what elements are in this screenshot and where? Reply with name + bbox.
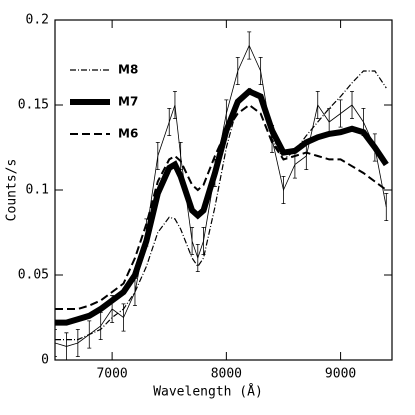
y-tick-label: 0 <box>41 353 49 368</box>
x-tick-label: 9000 <box>325 367 356 382</box>
error-bar <box>247 31 252 60</box>
y-tick-label: 0.1 <box>26 183 49 198</box>
x-axis-label: Wavelength (Å) <box>153 384 263 400</box>
x-tick-label: 7000 <box>96 367 127 382</box>
legend-label: M8 <box>118 63 138 77</box>
series-line <box>55 103 387 310</box>
error-bar <box>315 91 320 119</box>
series-line <box>55 87 389 326</box>
error-bar <box>64 332 69 360</box>
x-tick-label: 8000 <box>211 367 242 382</box>
legend-label: M6 <box>118 127 138 141</box>
error-bar <box>155 142 160 170</box>
y-tick-label: 0.15 <box>18 98 49 113</box>
series-line <box>55 44 387 347</box>
error-bar <box>235 57 240 85</box>
legend-label: M7 <box>118 95 138 109</box>
y-axis-label: Counts/s <box>5 159 20 222</box>
error-bar <box>55 329 57 357</box>
y-tick-label: 0.2 <box>26 13 49 28</box>
error-bar <box>281 176 286 204</box>
error-bar <box>195 244 200 272</box>
error-bar <box>98 312 103 340</box>
error-bar <box>258 57 263 85</box>
series-line <box>55 70 387 341</box>
error-bar <box>338 99 343 128</box>
error-bar <box>172 91 177 119</box>
y-tick-label: 0.05 <box>18 268 49 283</box>
error-bar <box>190 227 195 255</box>
error-bar <box>167 108 172 136</box>
error-bar <box>350 91 355 119</box>
error-bar <box>384 193 389 221</box>
error-bar <box>75 329 80 357</box>
